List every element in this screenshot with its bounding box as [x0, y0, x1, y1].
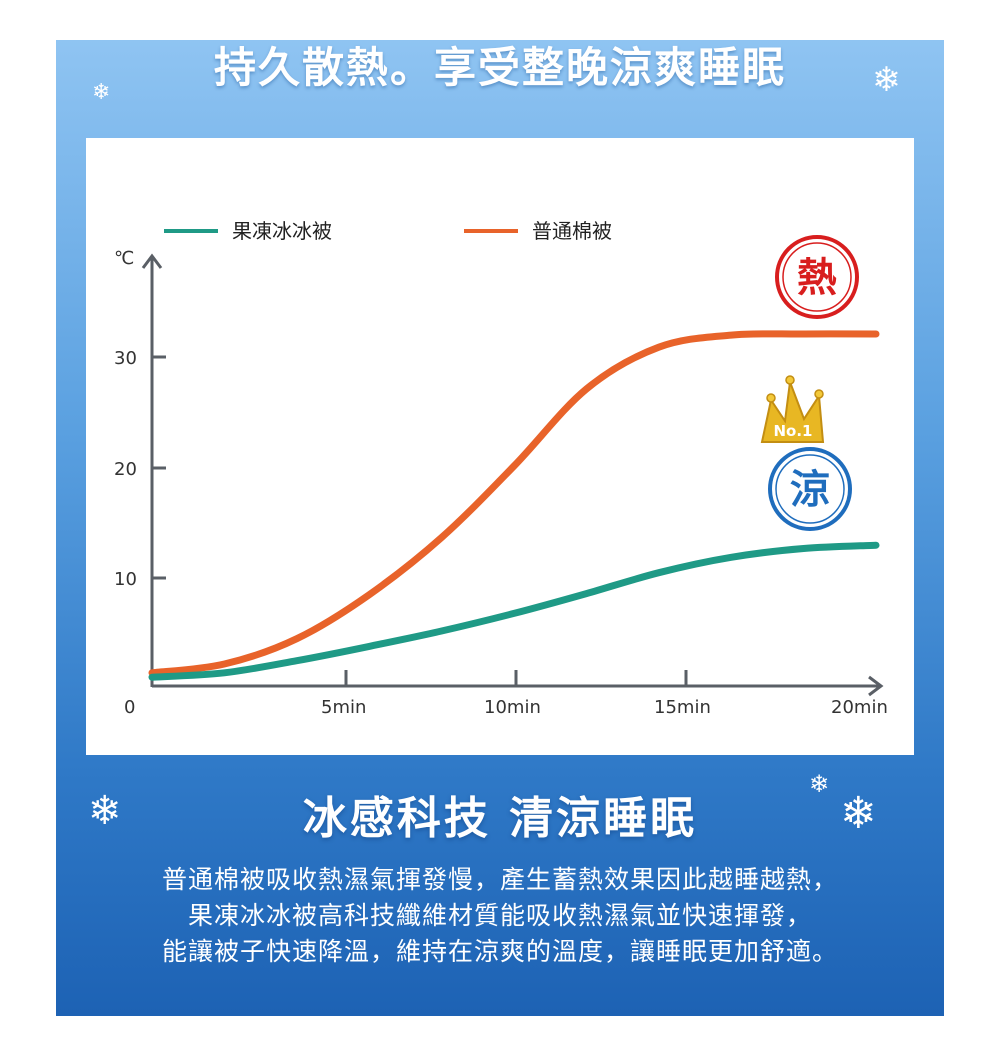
- hot-stamp: 熱: [775, 235, 859, 319]
- y-axis-unit: ℃: [114, 248, 134, 269]
- cool-stamp: 涼: [768, 447, 852, 531]
- y-tick-label: 20: [114, 459, 137, 480]
- y-axis-arrow: [141, 253, 163, 269]
- legend-label-jelly: 果凍冰冰被: [232, 219, 332, 243]
- x-tick-label: 20min: [831, 697, 888, 718]
- crown-icon: No.1: [760, 375, 825, 443]
- description-line: 果凍冰冰被高科技纖維材質能吸收熱濕氣並快速揮發，: [187, 901, 812, 930]
- hot-label: 熱: [797, 255, 837, 301]
- snowflake-icon: ❄: [92, 80, 111, 105]
- snowflake-icon: ❄: [872, 60, 901, 100]
- legend-swatch-jelly: [164, 229, 218, 233]
- chart-legend: 果凍冰冰被 普通棉被: [164, 219, 612, 243]
- description-line: 能讓被子快速降溫，維持在涼爽的溫度，讓睡眠更加舒適。: [161, 937, 838, 966]
- description-line: 普通棉被吸收熱濕氣揮發慢，產生蓄熱效果因此越睡越熱，: [161, 865, 838, 894]
- series-line-jelly: [148, 541, 880, 681]
- series-line-cotton: [148, 330, 880, 677]
- y-tick-label: 30: [114, 348, 137, 369]
- badge-text: No.1: [774, 422, 813, 440]
- snowflake-icon: ❄: [809, 770, 830, 798]
- x-tick-label: 5min: [321, 697, 366, 718]
- x-tick-label: 0: [124, 697, 135, 718]
- page-title: 持久散熱。享受整晚涼爽睡眠: [213, 43, 786, 92]
- section-subtitle: 冰感科技 清涼睡眠: [302, 793, 698, 844]
- legend-label-cotton: 普通棉被: [532, 219, 612, 243]
- y-tick-label: 10: [114, 569, 137, 590]
- x-axis-arrow: [868, 675, 884, 697]
- cool-label: 涼: [790, 467, 830, 513]
- snowflake-icon: ❄: [88, 788, 122, 834]
- snowflake-icon: ❄: [840, 788, 877, 839]
- legend-swatch-cotton: [464, 229, 518, 233]
- x-tick-label: 10min: [484, 697, 541, 718]
- chart-card: 果凍冰冰被 普通棉被 ℃ 30 20 10 0 5min 10min 15min…: [86, 138, 914, 755]
- x-tick-label: 15min: [654, 697, 711, 718]
- temperature-chart: 果凍冰冰被 普通棉被 ℃ 30 20 10 0 5min 10min 15min…: [114, 219, 888, 718]
- description-text: 普通棉被吸收熱濕氣揮發慢，產生蓄熱效果因此越睡越熱， 果凍冰冰被高科技纖維材質能…: [60, 862, 940, 970]
